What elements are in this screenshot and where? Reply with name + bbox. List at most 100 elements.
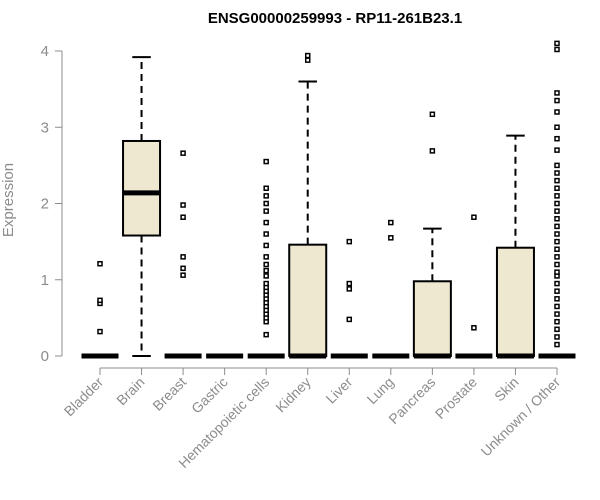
x-tick-label: Kidney — [272, 374, 314, 416]
outlier-point — [471, 325, 477, 331]
outlier-point — [554, 208, 560, 214]
outlier-point — [554, 246, 560, 252]
box-group — [81, 260, 119, 359]
outlier-point — [346, 286, 353, 292]
outlier-point — [554, 109, 560, 115]
outlier-point — [554, 231, 560, 237]
outlier-point — [263, 267, 269, 274]
outlier-point — [471, 214, 477, 220]
outlier-point — [554, 46, 560, 53]
outlier-point — [263, 200, 269, 207]
x-tick-label: Brain — [113, 374, 147, 408]
outlier-point — [554, 254, 560, 260]
x-tick-label: Lung — [364, 374, 397, 407]
x-tick-label: Bladder — [61, 374, 107, 420]
outlier-point — [554, 261, 560, 268]
x-tick-label: Skin — [491, 374, 522, 405]
outlier-point — [554, 147, 560, 153]
outlier-point — [263, 254, 269, 260]
y-tick-label: 2 — [41, 196, 49, 213]
outlier-point — [554, 162, 560, 169]
outlier-point — [554, 193, 560, 199]
box-group — [412, 111, 452, 359]
outlier-point — [180, 150, 186, 156]
outlier-point — [180, 265, 186, 272]
x-tick-label: Unknown / Other — [478, 374, 564, 460]
outlier-point — [263, 185, 269, 191]
box — [288, 243, 328, 357]
y-axis: 0 1 2 3 4 — [41, 43, 63, 365]
box-group — [122, 56, 162, 357]
outlier-point — [263, 158, 269, 165]
outlier-point — [429, 111, 436, 118]
outlier-point — [554, 269, 560, 275]
outlier-point — [263, 280, 269, 287]
outlier-point — [554, 326, 560, 333]
outlier-point — [97, 260, 103, 267]
outlier-point — [263, 231, 269, 237]
outlier-point — [346, 238, 353, 245]
outlier-point — [346, 280, 353, 287]
outlier-point — [554, 341, 560, 348]
y-axis-label: Expression — [0, 163, 17, 237]
box — [122, 139, 162, 237]
box-group — [330, 238, 368, 359]
outlier-point — [263, 331, 269, 338]
outlier-point — [554, 318, 560, 325]
box-group — [538, 40, 576, 359]
y-tick-label: 3 — [41, 119, 49, 136]
outlier-point — [554, 238, 560, 245]
outlier-point — [554, 303, 560, 310]
outlier-point — [263, 261, 269, 268]
outlier-point — [346, 316, 353, 323]
outlier-point — [554, 216, 560, 222]
outlier-point — [554, 280, 560, 287]
outlier-point — [554, 170, 560, 176]
outlier-point — [97, 328, 103, 335]
x-tick-label: Liver — [323, 374, 356, 407]
outlier-point — [554, 223, 560, 230]
box — [495, 246, 535, 358]
outlier-point — [554, 288, 560, 294]
outlier-point — [97, 297, 103, 304]
box — [412, 280, 452, 357]
outlier-point — [554, 311, 560, 317]
box-group — [164, 150, 202, 359]
x-tick-label: Prostate — [432, 374, 480, 422]
box-group — [455, 214, 493, 359]
outlier-point — [388, 235, 394, 241]
outlier-point — [554, 296, 560, 302]
y-tick-label: 1 — [41, 272, 49, 289]
y-tick-label: 0 — [41, 348, 49, 365]
box-group — [288, 52, 328, 359]
outlier-point — [554, 124, 560, 130]
box-group — [372, 219, 410, 359]
outlier-point — [304, 52, 311, 59]
x-tick-label: Breast — [149, 374, 189, 414]
outlier-point — [554, 135, 560, 142]
outlier-point — [180, 254, 186, 260]
outlier-point — [554, 334, 560, 340]
outlier-point — [304, 57, 311, 63]
plot-area — [81, 40, 576, 359]
outlier-point — [180, 202, 186, 208]
outlier-point — [554, 90, 560, 96]
outlier-point — [554, 200, 560, 207]
outlier-point — [180, 214, 186, 220]
y-tick-label: 4 — [41, 43, 49, 60]
outlier-point — [263, 208, 269, 214]
outlier-point — [554, 177, 560, 184]
outlier-point — [554, 185, 560, 191]
outlier-point — [554, 40, 560, 47]
chart-title: ENSG00000259993 - RP11-261B23.1 — [208, 10, 462, 27]
outlier-point — [429, 148, 436, 154]
outlier-point — [180, 272, 186, 278]
outlier-point — [554, 97, 560, 104]
outlier-point — [263, 193, 269, 199]
box-group — [247, 158, 285, 359]
outlier-point — [388, 219, 394, 226]
outlier-point — [263, 242, 269, 249]
outlier-point — [263, 219, 269, 226]
